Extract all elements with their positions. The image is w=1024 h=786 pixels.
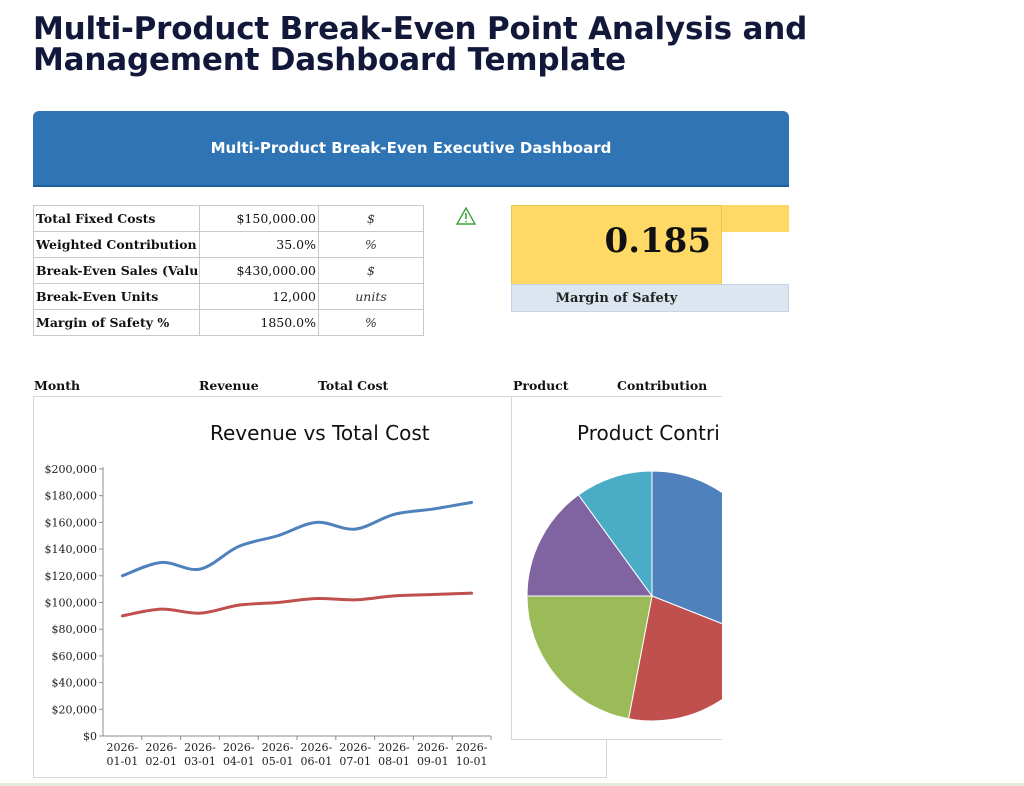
metric-value[interactable]: 12,000: [199, 283, 319, 310]
page-title: Multi-Product Break-Even Point Analysis …: [33, 11, 808, 78]
y-tick-label: $140,000: [45, 543, 98, 556]
pie-slice-3: [526, 595, 653, 720]
x-tick-label: 2026-03-01: [184, 741, 216, 768]
metric-value[interactable]: $150,000.00: [199, 205, 319, 232]
series-line-revenue: [120, 500, 474, 578]
metric-value[interactable]: $430,000.00: [199, 257, 319, 284]
kpi-label-bar: Margin of Safety: [511, 284, 789, 312]
y-tick-label: $0: [83, 730, 97, 743]
table-row: Margin of Safety % 1850.0% %: [33, 309, 424, 336]
product-contribution-chart[interactable]: Product Contri: [511, 396, 722, 740]
kpi-card[interactable]: 0.185: [511, 205, 722, 286]
x-tick-label: 2026-02-01: [145, 741, 177, 768]
metrics-table: Total Fixed Costs $150,000.00 $ Weighted…: [33, 205, 424, 336]
x-tick-label: 2026-01-01: [107, 741, 139, 768]
series-line-total-cost: [120, 591, 474, 618]
metric-value[interactable]: 1850.0%: [199, 309, 319, 336]
y-tick-label: $160,000: [45, 516, 98, 529]
line-chart-title: Revenue vs Total Cost: [210, 421, 430, 445]
x-tick-label: 2026-09-01: [417, 741, 449, 768]
x-tick-label: 2026-06-01: [301, 741, 333, 768]
x-tick-label: 2026-10-01: [456, 741, 488, 768]
table-row: Break-Even Sales (Value) $430,000.00 $: [33, 257, 424, 284]
metric-value[interactable]: 35.0%: [199, 231, 319, 258]
header-month[interactable]: Month: [34, 378, 81, 393]
metric-unit[interactable]: $: [318, 205, 424, 232]
dashboard-header-title: Multi-Product Break-Even Executive Dashb…: [210, 139, 612, 157]
x-tick-label: 2026-07-01: [339, 741, 371, 768]
metric-unit[interactable]: units: [318, 283, 424, 310]
y-tick-label: $40,000: [52, 677, 98, 690]
pie-slice-2: [627, 595, 722, 722]
metric-label[interactable]: Break-Even Sales (Value): [33, 257, 200, 284]
y-tick-label: $60,000: [52, 650, 98, 663]
header-product[interactable]: Product: [513, 378, 569, 393]
table-row: Weighted Contribution Margin 35.0% %: [33, 231, 424, 258]
kpi-stripe: [720, 205, 789, 232]
x-tick-label: 2026-08-01: [378, 741, 410, 768]
pie-slice-1: [651, 470, 722, 625]
metric-label[interactable]: Margin of Safety %: [33, 309, 200, 336]
line-chart-plot: $0 $20,000 $40,000 $60,000 $80,000 $100,000 $1…: [45, 463, 492, 768]
table-row: Total Fixed Costs $150,000.00 $: [33, 205, 424, 232]
pie-slice-5: [577, 470, 653, 598]
header-total-cost[interactable]: Total Cost: [318, 378, 389, 393]
dashboard-header: Multi-Product Break-Even Executive Dashb…: [33, 111, 789, 187]
y-tick-label: $100,000: [45, 597, 98, 610]
kpi-value: 0.185: [604, 221, 711, 261]
x-tick-label: 2026-05-01: [262, 741, 294, 768]
metric-label[interactable]: Weighted Contribution Margin: [33, 231, 200, 258]
metric-label[interactable]: Total Fixed Costs: [33, 205, 200, 232]
metric-unit[interactable]: %: [318, 309, 424, 336]
metric-unit[interactable]: $: [318, 257, 424, 284]
y-tick-label: $20,000: [52, 703, 98, 716]
y-tick-label: $180,000: [45, 490, 98, 503]
footer-divider: [0, 783, 1024, 786]
table-row: Break-Even Units 12,000 units: [33, 283, 424, 310]
y-tick-label: $120,000: [45, 570, 98, 583]
y-tick-label: $80,000: [52, 623, 98, 636]
pie-chart-plot: [526, 470, 722, 722]
metric-unit[interactable]: %: [318, 231, 424, 258]
header-contribution[interactable]: Contribution: [617, 378, 708, 393]
header-revenue[interactable]: Revenue: [199, 378, 259, 393]
pie-slice-4: [526, 494, 653, 597]
kpi-label: Margin of Safety: [555, 291, 678, 306]
warning-icon[interactable]: [456, 207, 476, 225]
x-tick-label: 2026-04-01: [223, 741, 255, 768]
metric-label[interactable]: Break-Even Units: [33, 283, 200, 310]
pie-chart-title: Product Contri: [577, 421, 720, 445]
y-tick-label: $200,000: [45, 463, 98, 476]
